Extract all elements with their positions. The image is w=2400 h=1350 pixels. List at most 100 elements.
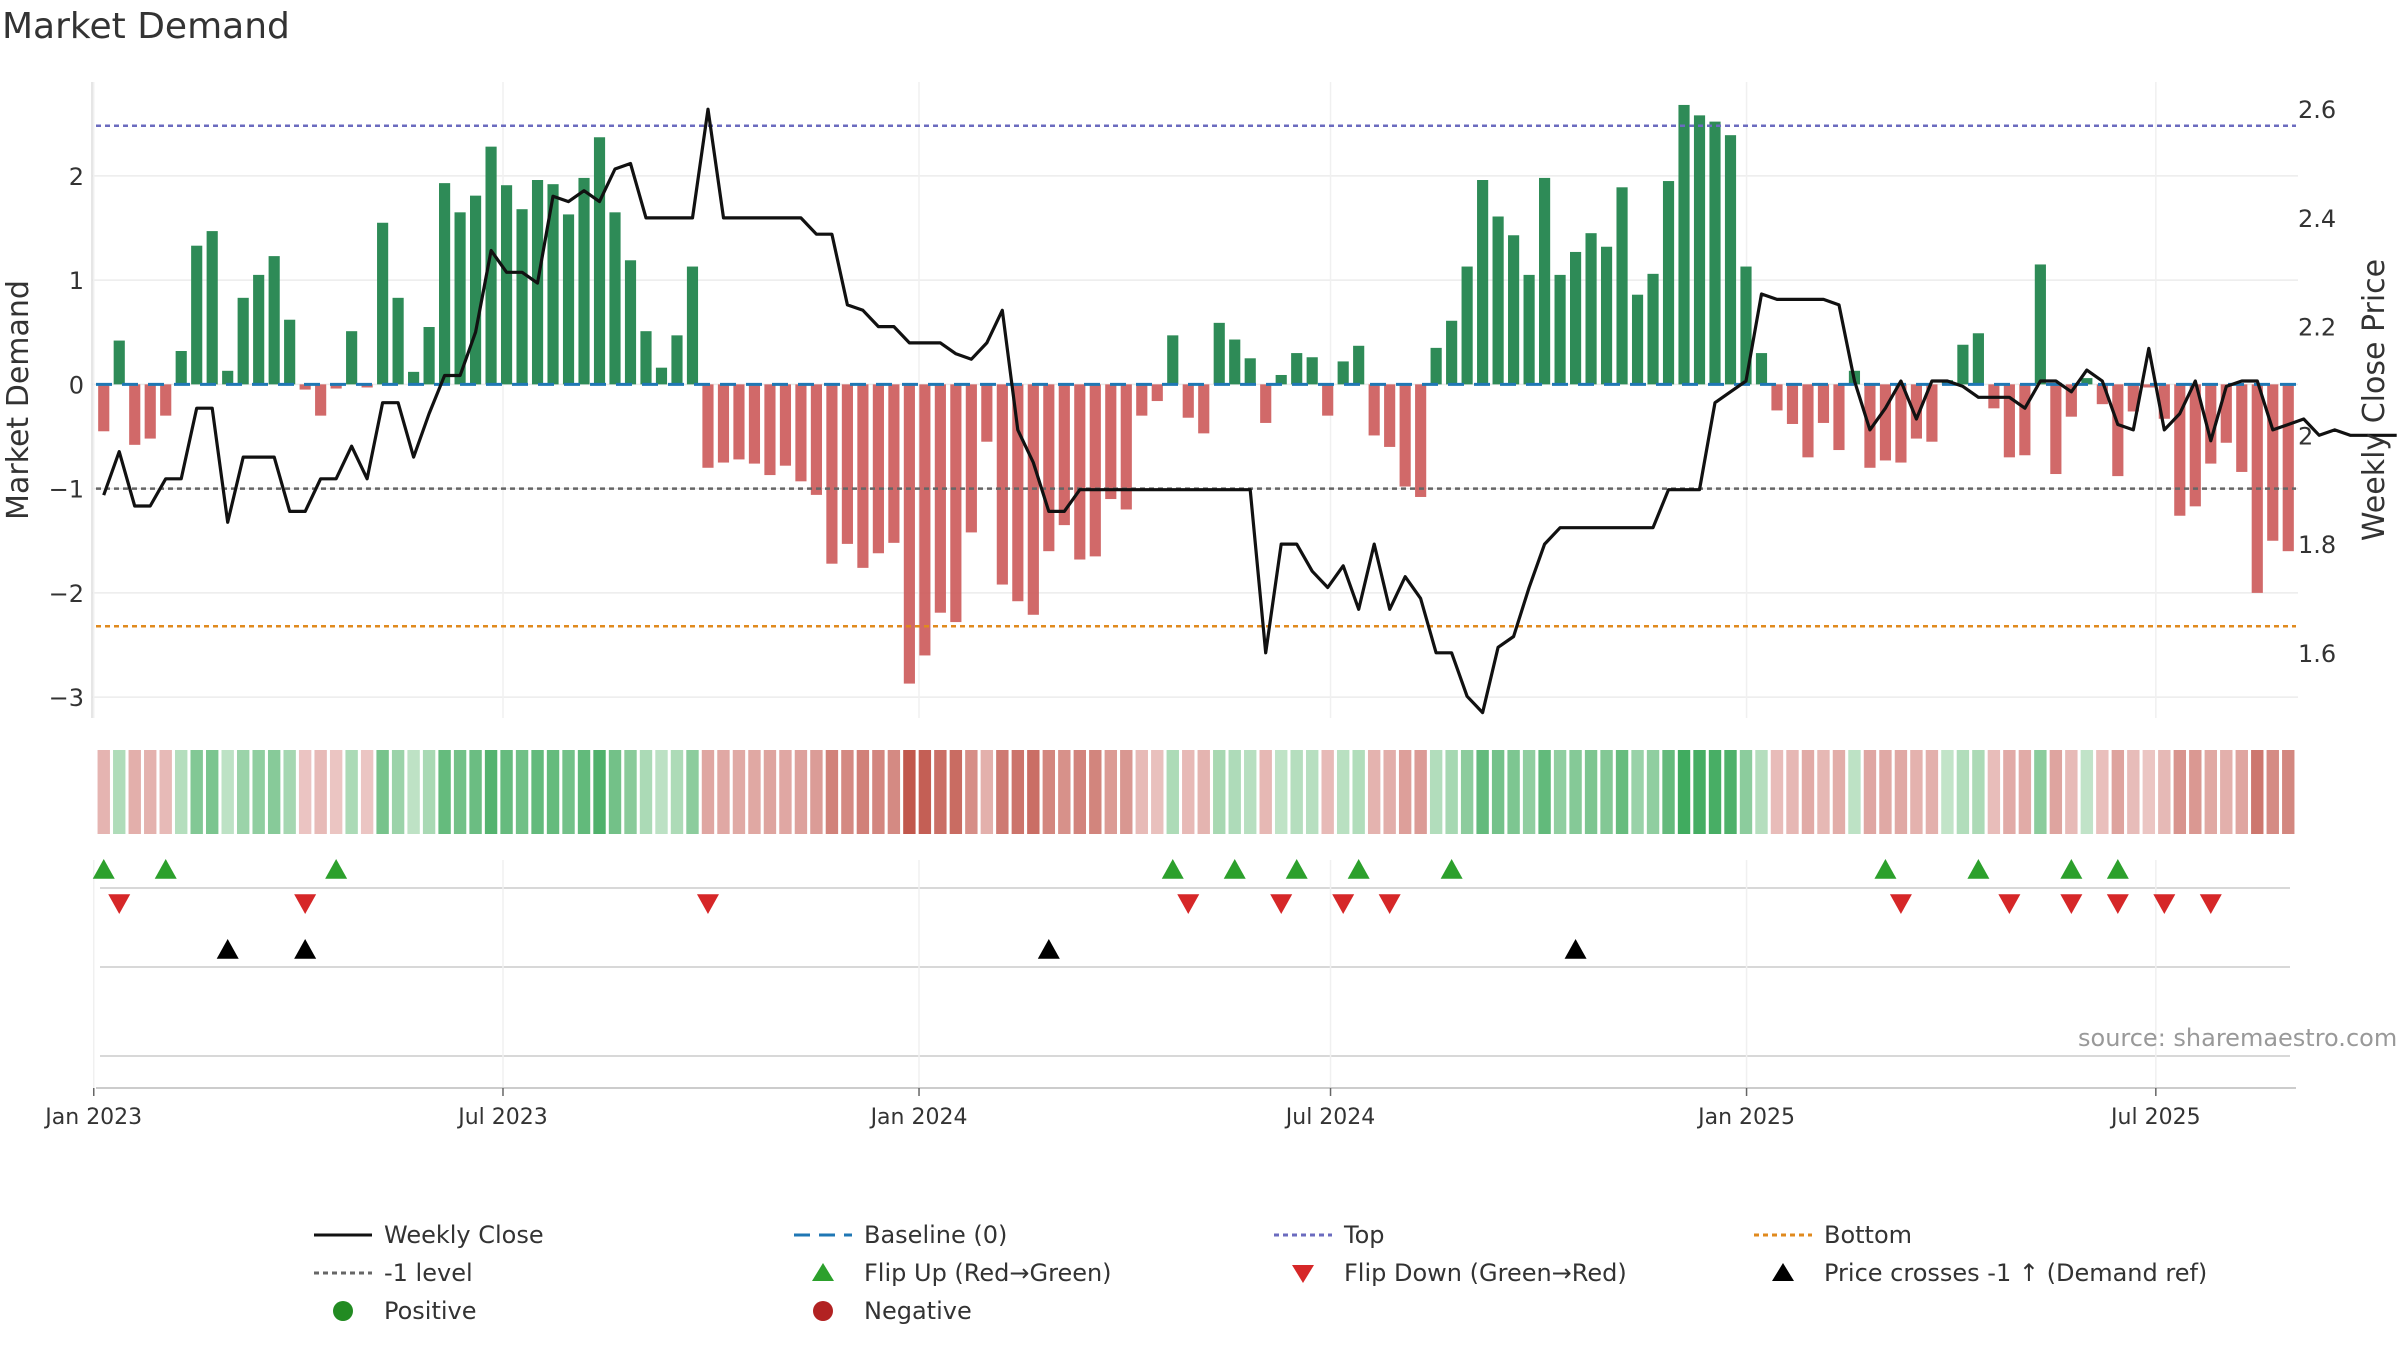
legend-label: Top — [1344, 1221, 1385, 1249]
demand-bar — [1554, 274, 1566, 385]
strip-cell — [1755, 750, 1768, 834]
demand-bar — [903, 384, 915, 684]
strip-cell — [2189, 750, 2202, 834]
strip-cell — [1197, 750, 1210, 834]
strip-cell — [298, 750, 312, 834]
demand-bar — [144, 384, 156, 439]
demand-bar — [1198, 384, 1210, 434]
demand-bar — [1477, 180, 1489, 385]
demand-bar — [1306, 357, 1318, 385]
triangle-down-icon — [1292, 1265, 1314, 1283]
strip-cell — [1011, 750, 1025, 834]
strip-cell — [2034, 750, 2047, 834]
demand-bar — [2189, 384, 2201, 507]
demand-bar — [2065, 384, 2077, 417]
demand-bar — [268, 256, 280, 385]
strip-cell — [2003, 750, 2016, 834]
strip-cell — [1259, 750, 1272, 834]
demand-bar — [1833, 384, 1845, 451]
legend-item-top: Top — [1266, 1218, 1385, 1252]
strip-cell — [1166, 750, 1179, 834]
legend-item-flip-down: Flip Down (Green→Red) — [1266, 1256, 1627, 1290]
strip-cell — [748, 750, 761, 834]
y2-tick-label: 2.2 — [2298, 314, 2336, 342]
strip-cell — [1724, 750, 1737, 834]
demand-bar — [439, 183, 451, 385]
strip-cell — [329, 750, 343, 834]
cross-marker — [216, 939, 239, 959]
strip-cell — [686, 750, 699, 834]
demand-bar — [1600, 246, 1613, 385]
legend-item-positive: Positive — [306, 1294, 477, 1328]
strip-cell — [624, 750, 637, 834]
strip-cell — [190, 750, 203, 834]
strip-cell — [175, 750, 188, 834]
legend-item-bottom: Bottom — [1746, 1218, 1912, 1252]
demand-bar — [671, 335, 683, 385]
flip-down-marker — [1177, 894, 1200, 914]
gridlines — [92, 82, 2298, 718]
strip-cell — [1367, 750, 1381, 834]
demand-bar — [408, 371, 420, 385]
flip-up-marker — [1347, 859, 1370, 879]
legend-label: Flip Down (Green→Red) — [1344, 1259, 1627, 1287]
flip-down-marker — [294, 894, 317, 914]
strip-cell — [360, 750, 374, 834]
demand-bar — [500, 185, 513, 385]
demand-bar — [1043, 384, 1055, 552]
strip-cell — [670, 750, 684, 834]
demand-bar — [640, 331, 652, 385]
demand-bar — [2158, 384, 2170, 419]
demand-bars — [98, 104, 2294, 684]
demand-bar — [1740, 266, 1752, 385]
strip-cell — [1910, 750, 1923, 834]
strip-cell — [1615, 750, 1629, 834]
demand-bar — [1817, 384, 1830, 423]
strip-cell — [2127, 750, 2140, 834]
strip-cell — [2220, 750, 2233, 834]
strip-cell — [794, 750, 808, 834]
y-tick-label: −1 — [49, 476, 84, 504]
flip-down-marker — [1332, 894, 1355, 914]
strip-cell — [376, 750, 389, 834]
strip-cell — [2204, 750, 2217, 834]
demand-bar — [1786, 384, 1799, 424]
demand-bar — [1058, 384, 1070, 526]
demand-bar — [516, 209, 528, 385]
demand-bar — [655, 367, 668, 385]
y2-axis-label: Weekly Close Price — [2357, 259, 2392, 541]
demand-bar — [2127, 384, 2139, 412]
demand-bar — [1368, 384, 1380, 436]
demand-bar — [1662, 181, 1675, 385]
strip-cell — [1244, 750, 1257, 834]
demand-bar — [1275, 374, 1287, 385]
demand-bar — [950, 384, 962, 623]
circle-icon — [813, 1301, 833, 1321]
x-tick-label: Jan 2023 — [43, 1105, 142, 1130]
strip-cell — [1275, 750, 1288, 834]
strip-cell — [1894, 750, 1908, 834]
strip-cell — [2065, 750, 2078, 834]
demand-bar — [1755, 353, 1768, 385]
legend-label: Negative — [864, 1297, 972, 1325]
demand-bar — [1972, 333, 1984, 385]
strip-cell — [2282, 750, 2295, 834]
strip-cell — [2080, 750, 2094, 834]
strip-cell — [2111, 750, 2125, 834]
strip-cell — [391, 750, 405, 834]
strip-cell — [1569, 750, 1582, 834]
strip-cell — [97, 750, 110, 834]
strip-cell — [2251, 750, 2264, 834]
strip-cell — [1631, 750, 1644, 834]
strip-cell — [1941, 750, 1954, 834]
strip-cell — [1491, 750, 1505, 834]
demand-bar — [454, 212, 466, 385]
demand-bar — [1384, 384, 1396, 447]
strip-cell — [577, 750, 591, 834]
strip-cell — [2049, 750, 2063, 834]
y2-tick-label: 1.8 — [2298, 531, 2336, 559]
demand-bar — [2034, 264, 2046, 385]
legend-line-dotted-icon — [1754, 1233, 1812, 1237]
strip-cell — [825, 750, 839, 834]
demand-bar — [1957, 344, 1969, 385]
